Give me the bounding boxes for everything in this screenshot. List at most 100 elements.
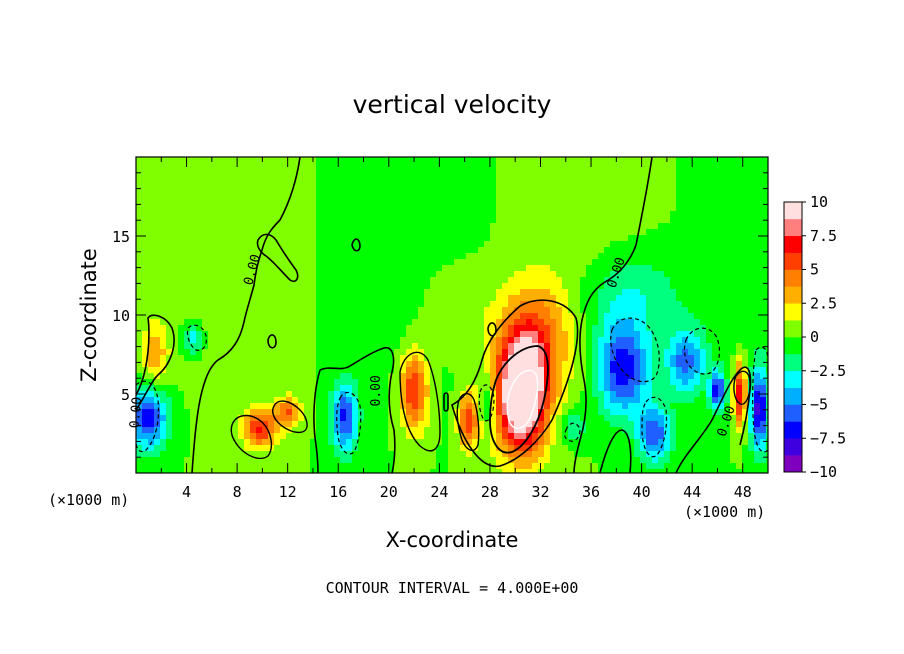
field-cell [454, 253, 461, 260]
field-cell [256, 199, 263, 206]
field-cell [754, 301, 761, 308]
field-cell [244, 349, 251, 356]
field-cell [304, 193, 311, 200]
field-cell [634, 391, 641, 398]
field-cell [712, 253, 719, 260]
field-cell [484, 385, 491, 392]
field-cell [544, 163, 551, 170]
field-cell [292, 253, 299, 260]
field-cell [610, 283, 617, 290]
field-cell [274, 253, 281, 260]
field-cell [166, 319, 173, 326]
field-cell [526, 373, 533, 380]
field-cell [238, 223, 245, 230]
field-cell [526, 307, 533, 314]
field-cell [370, 199, 377, 206]
field-cell [640, 421, 647, 428]
field-cell [754, 385, 761, 392]
field-cell [202, 283, 209, 290]
field-cell [268, 403, 275, 410]
field-cell [244, 313, 251, 320]
field-cell [406, 385, 413, 392]
field-cell [640, 229, 647, 236]
field-cell [730, 361, 737, 368]
field-cell [136, 235, 143, 242]
field-cell [250, 235, 257, 242]
field-cell [556, 217, 563, 224]
field-cell [376, 157, 383, 164]
field-cell [364, 379, 371, 386]
field-cell [676, 403, 683, 410]
field-cell [724, 163, 731, 170]
field-cell [190, 289, 197, 296]
field-cell [232, 373, 239, 380]
field-cell [232, 181, 239, 188]
field-cell [442, 217, 449, 224]
field-cell [166, 313, 173, 320]
field-cell [676, 253, 683, 260]
field-cell [154, 433, 161, 440]
field-cell [304, 247, 311, 254]
field-cell [274, 277, 281, 284]
field-cell [232, 193, 239, 200]
field-cell [472, 271, 479, 278]
field-cell [562, 295, 569, 302]
field-cell [376, 241, 383, 248]
field-cell [622, 247, 629, 254]
field-cell [718, 271, 725, 278]
field-cell [418, 289, 425, 296]
field-cell [328, 175, 335, 182]
field-cell [352, 193, 359, 200]
field-cell [400, 253, 407, 260]
field-cell [502, 367, 509, 374]
field-cell [712, 193, 719, 200]
field-cell [214, 193, 221, 200]
field-cell [682, 385, 689, 392]
field-cell [322, 241, 329, 248]
field-cell [310, 253, 317, 260]
field-cell [400, 379, 407, 386]
field-cell [412, 181, 419, 188]
field-cell [334, 397, 341, 404]
field-cell [238, 253, 245, 260]
field-cell [526, 379, 533, 386]
field-cell [406, 199, 413, 206]
field-cell [172, 355, 179, 362]
field-cell [700, 403, 707, 410]
field-cell [328, 385, 335, 392]
field-cell [340, 409, 347, 416]
field-cell [208, 163, 215, 170]
field-cell [316, 175, 323, 182]
field-cell [166, 241, 173, 248]
field-cell [736, 325, 743, 332]
field-cell [298, 235, 305, 242]
field-cell [262, 301, 269, 308]
field-cell [736, 265, 743, 272]
field-cell [760, 361, 767, 368]
field-cell [268, 277, 275, 284]
field-cell [412, 229, 419, 236]
field-cell [628, 319, 635, 326]
field-cell [388, 325, 395, 332]
field-cell [214, 265, 221, 272]
field-cell [214, 319, 221, 326]
field-cell [442, 259, 449, 266]
field-cell [208, 385, 215, 392]
field-cell [244, 421, 251, 428]
field-cell [262, 343, 269, 350]
field-cell [724, 421, 731, 428]
field-cell [352, 367, 359, 374]
field-cell [304, 295, 311, 302]
field-cell [430, 283, 437, 290]
field-cell [748, 421, 755, 428]
field-cell [262, 415, 269, 422]
field-cell [472, 349, 479, 356]
field-cell [694, 427, 701, 434]
field-cell [394, 211, 401, 218]
field-cell [454, 235, 461, 242]
field-cell [466, 373, 473, 380]
field-cell [286, 259, 293, 266]
field-cell [676, 235, 683, 242]
field-cell [760, 175, 767, 182]
field-cell [394, 349, 401, 356]
